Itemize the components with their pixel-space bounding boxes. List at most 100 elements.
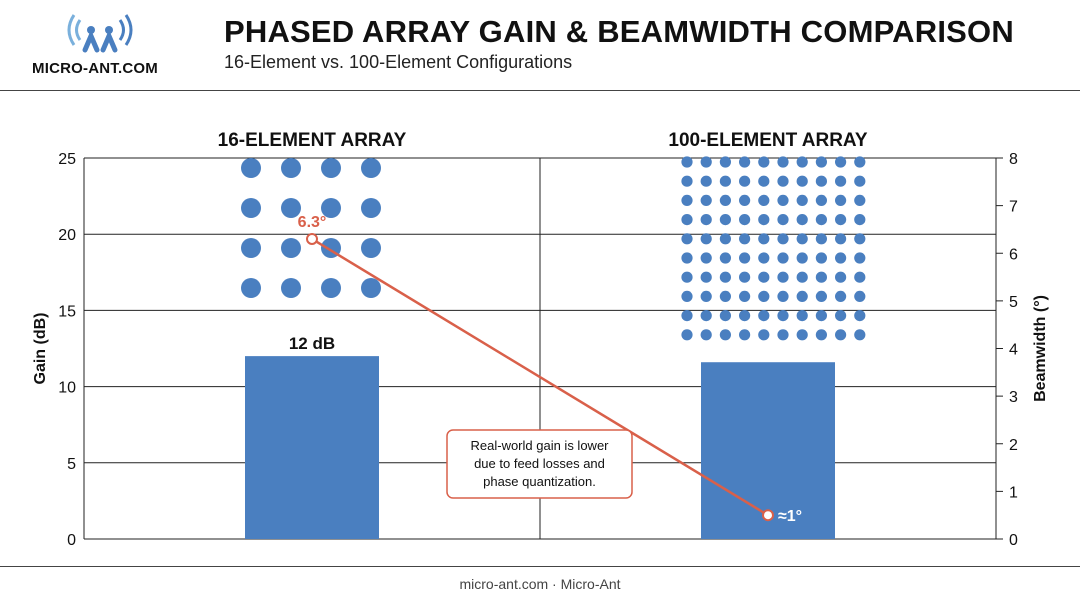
y2-tick-label: 4	[1009, 342, 1018, 359]
array-element	[796, 156, 808, 168]
array-element	[815, 310, 828, 322]
array-element	[758, 329, 770, 341]
array-element	[719, 175, 732, 187]
array-element	[854, 271, 866, 283]
array-element	[681, 271, 693, 283]
array-element	[854, 252, 866, 264]
antenna-people-icon	[67, 14, 133, 53]
beamwidth-line	[311, 237, 769, 517]
array-element	[739, 156, 751, 168]
array-element	[758, 252, 770, 264]
array-element	[281, 158, 301, 178]
array-element	[835, 233, 847, 245]
y-tick-label: 25	[58, 151, 76, 168]
array-element	[361, 278, 381, 298]
y-tick-label: 0	[67, 532, 76, 549]
y2-tick-label: 1	[1009, 484, 1018, 501]
y-tick-label: 10	[58, 380, 76, 397]
footer-divider	[0, 566, 1080, 567]
y-tick-label: 20	[58, 227, 76, 244]
y2-tick-label: 8	[1009, 151, 1018, 168]
array-element	[758, 233, 770, 245]
array-element	[700, 271, 712, 283]
array-element	[241, 198, 261, 218]
y-tick-label: 5	[67, 456, 76, 473]
array-element	[719, 156, 732, 168]
array-element	[681, 194, 693, 206]
array-element	[681, 214, 693, 226]
y2-axis-title: Beamwidth (°)	[1032, 295, 1049, 402]
array-element	[777, 290, 789, 302]
array-element	[700, 194, 712, 206]
array-element	[700, 329, 712, 341]
array-element	[739, 290, 751, 302]
y-axis-title: Gain (dB)	[32, 313, 49, 385]
array-element	[700, 252, 712, 264]
array-element	[700, 175, 712, 187]
array-element	[835, 156, 847, 168]
array-element	[758, 156, 770, 168]
brand-logo: MICRO-ANT.COM	[28, 10, 178, 80]
page-subtitle: 16-Element vs. 100-Element Configuration…	[224, 52, 573, 72]
array-element	[719, 271, 732, 283]
array-element	[739, 310, 751, 322]
array-element	[796, 233, 808, 245]
array-element	[281, 198, 301, 218]
array-element	[835, 214, 847, 226]
array-element	[815, 233, 828, 245]
array-element	[835, 175, 847, 187]
array-element	[281, 278, 301, 298]
array-element	[758, 214, 770, 226]
brand-name: MICRO-ANT.COM	[32, 60, 158, 77]
array-element	[681, 233, 693, 245]
array-element	[681, 310, 693, 322]
array-element	[361, 198, 381, 218]
y2-tick-label: 0	[1009, 532, 1018, 549]
array-element	[835, 194, 847, 206]
array-element	[321, 158, 341, 178]
array-element	[854, 175, 866, 187]
array-element	[796, 271, 808, 283]
array-element	[796, 310, 808, 322]
array-element	[777, 252, 789, 264]
array-element	[777, 271, 789, 283]
array-element	[700, 156, 712, 168]
array-element	[321, 198, 341, 218]
array-element	[241, 238, 261, 258]
array-element	[796, 175, 808, 187]
array-element	[815, 252, 828, 264]
array-element	[796, 194, 808, 206]
array-element	[719, 252, 732, 264]
array-element	[241, 278, 261, 298]
category-title: 16-ELEMENT ARRAY	[218, 130, 407, 151]
array-element	[777, 156, 789, 168]
array-element	[835, 310, 847, 322]
array-element	[739, 175, 751, 187]
array-element	[777, 194, 789, 206]
array-element	[835, 252, 847, 264]
array-element	[700, 290, 712, 302]
y2-tick-label: 6	[1009, 246, 1018, 263]
beamwidth-data-label: ≈1°	[778, 508, 802, 525]
array-element	[796, 252, 808, 264]
array-element	[681, 175, 693, 187]
gain-bar	[245, 356, 379, 539]
category-title: 100-ELEMENT ARRAY	[668, 130, 868, 151]
annotation-text: due to feed losses and	[474, 456, 605, 471]
header-divider	[0, 90, 1080, 91]
array-element	[815, 271, 828, 283]
array-element	[739, 233, 751, 245]
array-element	[321, 278, 341, 298]
array-element	[815, 290, 828, 302]
array-element	[719, 194, 732, 206]
array-element	[777, 310, 789, 322]
array-element	[719, 290, 732, 302]
chart: 0 5 10 15 20 25 0 1 2 3 4 5 6 7 8 Gain (dB) Beamwidth (°…	[32, 130, 1049, 549]
y2-tick-label: 3	[1009, 389, 1018, 406]
y2-tick-label: 2	[1009, 437, 1018, 454]
array-element	[854, 156, 866, 168]
array-element	[681, 252, 693, 264]
array-element	[719, 329, 732, 341]
page-title: PHASED ARRAY GAIN & BEAMWIDTH COMPARISON	[224, 14, 1014, 49]
array-element	[777, 175, 789, 187]
